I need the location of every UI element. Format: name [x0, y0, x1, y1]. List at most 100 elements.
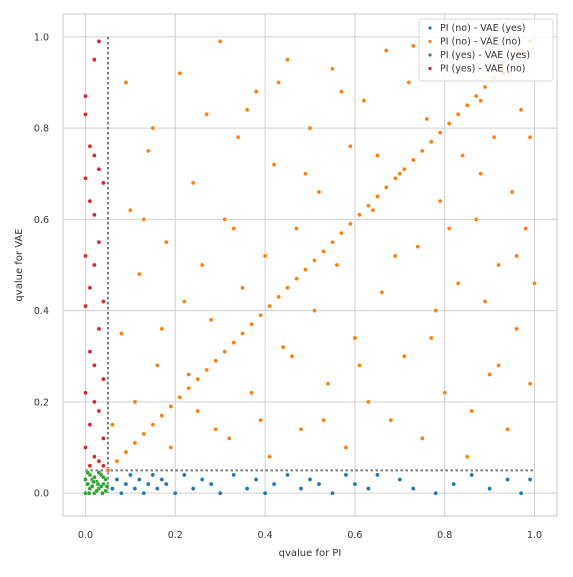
data-point-series-1	[469, 408, 475, 414]
data-point-series-1	[136, 271, 142, 277]
data-point-series-0	[487, 486, 492, 491]
data-point-series-3	[92, 454, 97, 460]
data-point-series-1	[437, 198, 443, 204]
data-point-series-0	[110, 486, 115, 491]
data-point-series-1	[410, 43, 416, 49]
data-point-series-1	[518, 107, 524, 113]
data-point-series-1	[213, 426, 218, 432]
data-point-series-1	[397, 171, 403, 176]
data-point-series-3	[92, 363, 97, 368]
data-point-series-3	[83, 445, 88, 450]
data-point-series-1	[375, 153, 380, 158]
data-point-series-1	[298, 426, 304, 432]
data-point-series-1	[303, 171, 308, 176]
data-point-series-1	[312, 258, 317, 263]
data-point-series-0	[253, 477, 259, 482]
data-point-series-1	[141, 431, 147, 437]
data-point-series-1	[330, 239, 335, 245]
data-point-series-0	[527, 477, 533, 482]
data-point-series-3	[101, 180, 106, 186]
data-point-series-1	[455, 112, 461, 117]
data-point-series-0	[244, 486, 250, 491]
data-point-series-1	[509, 189, 515, 195]
data-point-series-0	[128, 472, 133, 478]
data-point-series-1	[285, 285, 290, 291]
data-point-series-0	[163, 481, 169, 487]
data-point-series-1	[235, 134, 241, 140]
data-point-series-0	[123, 481, 129, 487]
data-point-series-3	[87, 285, 93, 291]
data-point-series-1	[446, 226, 452, 231]
data-point-series-1	[348, 221, 353, 227]
data-point-series-1	[366, 203, 371, 208]
data-point-series-1	[352, 335, 358, 341]
data-point-series-1	[428, 139, 434, 145]
legend-marker	[428, 26, 432, 30]
data-point-series-1	[383, 48, 389, 53]
data-point-series-1	[271, 162, 277, 167]
data-point-series-0	[375, 472, 380, 478]
data-point-series-1	[213, 358, 218, 364]
data-point-series-1	[217, 39, 223, 44]
data-point-series-1	[370, 207, 376, 213]
data-point-series-1	[392, 253, 398, 259]
y-tick-label: 0.6	[34, 215, 49, 226]
data-point-series-1	[455, 280, 461, 286]
data-point-series-1	[249, 390, 254, 396]
data-point-series-3	[83, 175, 88, 181]
data-point-series-1	[195, 376, 200, 382]
data-point-series-1	[334, 262, 340, 268]
data-point-series-1	[514, 253, 519, 259]
data-point-series-3	[87, 349, 93, 355]
data-point-series-1	[514, 326, 519, 332]
data-point-series-0	[208, 481, 214, 487]
data-point-series-3	[96, 458, 102, 464]
data-point-series-1	[401, 353, 407, 359]
data-point-series-1	[312, 308, 317, 313]
data-point-series-1	[437, 130, 443, 135]
data-point-series-3	[92, 262, 97, 268]
data-point-series-1	[285, 57, 290, 62]
data-point-series-1	[330, 66, 335, 72]
data-point-series-1	[267, 303, 272, 309]
data-point-series-1	[491, 134, 497, 140]
data-point-series-0	[172, 490, 178, 496]
data-point-series-0	[352, 481, 358, 487]
data-point-series-3	[92, 153, 97, 158]
data-point-series-1	[208, 317, 214, 323]
data-point-series-3	[87, 422, 93, 428]
data-point-series-1	[473, 93, 479, 99]
data-point-series-1	[446, 121, 452, 126]
data-point-series-3	[96, 166, 102, 172]
data-point-series-3	[96, 239, 102, 245]
x-tick-label: 0.6	[347, 530, 362, 541]
data-point-series-3	[83, 112, 88, 117]
data-point-series-1	[190, 180, 196, 186]
data-point-series-0	[145, 481, 151, 487]
data-point-series-0	[132, 486, 138, 491]
data-point-series-1	[110, 422, 115, 428]
data-point-series-1	[325, 381, 331, 387]
plot-area	[62, 13, 558, 517]
data-point-series-1	[280, 344, 286, 350]
data-point-series-0	[262, 490, 268, 496]
data-point-series-1	[181, 299, 187, 304]
data-point-series-1	[532, 280, 537, 286]
data-point-series-0	[366, 486, 371, 491]
data-point-series-0	[190, 486, 196, 491]
data-point-series-3	[101, 299, 106, 304]
data-point-series-1	[258, 312, 263, 318]
data-point-series-1	[410, 157, 416, 163]
data-point-series-0	[136, 477, 142, 482]
data-point-series-1	[150, 422, 156, 428]
data-point-series-1	[478, 98, 484, 103]
data-point-series-1	[128, 207, 133, 213]
data-point-series-1	[307, 125, 313, 131]
data-point-series-3	[96, 408, 102, 414]
data-point-series-0	[199, 477, 205, 482]
x-tick-label: 0.8	[437, 530, 452, 541]
data-point-series-1	[496, 262, 501, 268]
data-point-series-0	[343, 472, 349, 478]
data-point-series-1	[424, 116, 430, 122]
data-point-series-2	[85, 481, 90, 487]
